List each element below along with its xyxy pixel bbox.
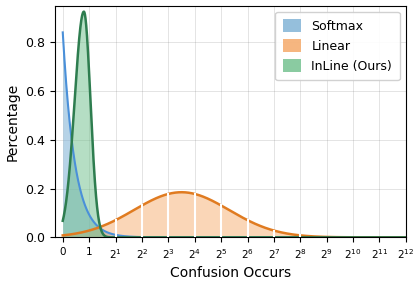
Y-axis label: Percentage: Percentage: [5, 82, 20, 160]
X-axis label: Confusion Occurs: Confusion Occurs: [170, 267, 291, 281]
Legend: Softmax, Linear, InLine (Ours): Softmax, Linear, InLine (Ours): [275, 12, 399, 80]
